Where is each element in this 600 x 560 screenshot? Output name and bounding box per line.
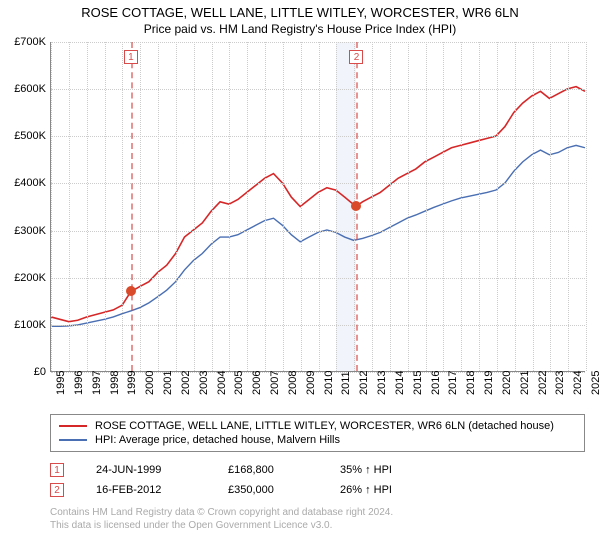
footer-line-1: Contains HM Land Registry data © Crown c… [50,506,585,519]
x-gridline [497,42,498,371]
x-gridline [265,42,266,371]
x-gridline [586,42,587,371]
x-gridline [122,42,123,371]
y-tick-label: £100K [1,319,46,331]
y-tick-label: £0 [1,366,46,378]
marker-badge: 1 [124,50,138,64]
sale-date: 16-FEB-2012 [96,484,196,496]
x-gridline [229,42,230,371]
y-tick-label: £700K [1,36,46,48]
y-tick-label: £300K [1,225,46,237]
x-tick-label: 2020 [501,371,513,395]
footer: Contains HM Land Registry data © Crown c… [50,506,585,532]
x-gridline [283,42,284,371]
sale-price: £350,000 [228,484,308,496]
y-tick-label: £400K [1,177,46,189]
legend-label: ROSE COTTAGE, WELL LANE, LITTLE WITLEY, … [95,420,554,432]
x-tick-label: 2025 [590,371,600,395]
x-gridline [515,42,516,371]
x-tick-label: 2015 [412,371,424,395]
sale-badge: 1 [50,463,64,477]
x-gridline [408,42,409,371]
x-gridline [105,42,106,371]
sale-row: 1 24-JUN-1999 £168,800 35% ↑ HPI [50,460,585,480]
x-tick-label: 2011 [340,371,352,395]
x-tick-label: 2018 [465,371,477,395]
legend-item: HPI: Average price, detached house, Malv… [59,433,576,447]
legend-item: ROSE COTTAGE, WELL LANE, LITTLE WITLEY, … [59,419,576,433]
x-gridline [443,42,444,371]
chart-title: ROSE COTTAGE, WELL LANE, LITTLE WITLEY, … [0,0,600,20]
sale-price: £168,800 [228,464,308,476]
x-gridline [479,42,480,371]
x-tick-label: 2017 [447,371,459,395]
chart-subtitle: Price paid vs. HM Land Registry's House … [0,20,600,42]
x-tick-label: 1999 [126,371,138,395]
sale-badge: 2 [50,483,64,497]
x-gridline [247,42,248,371]
x-tick-label: 1996 [73,371,85,395]
x-tick-label: 2024 [572,371,584,395]
x-gridline [194,42,195,371]
x-gridline [158,42,159,371]
x-gridline [176,42,177,371]
x-gridline [550,42,551,371]
x-gridline [51,42,52,371]
x-tick-label: 2023 [554,371,566,395]
marker-badge: 2 [349,50,363,64]
x-tick-label: 2005 [233,371,245,395]
x-tick-label: 2010 [323,371,335,395]
sale-delta: 35% ↑ HPI [340,464,392,476]
x-gridline [87,42,88,371]
sales-list: 1 24-JUN-1999 £168,800 35% ↑ HPI 2 16-FEB-201… [50,460,585,500]
x-tick-label: 2007 [269,371,281,395]
x-gridline [212,42,213,371]
y-tick-label: £200K [1,272,46,284]
legend-swatch [59,439,87,441]
x-gridline [461,42,462,371]
x-tick-label: 2013 [376,371,388,395]
x-gridline [568,42,569,371]
x-tick-label: 2022 [537,371,549,395]
sale-delta: 26% ↑ HPI [340,484,392,496]
marker-dot [126,286,136,296]
x-tick-label: 2009 [305,371,317,395]
x-tick-label: 2019 [483,371,495,395]
y-tick-label: £500K [1,130,46,142]
legend: ROSE COTTAGE, WELL LANE, LITTLE WITLEY, … [50,414,585,452]
x-gridline [426,42,427,371]
x-gridline [390,42,391,371]
x-tick-label: 1998 [109,371,121,395]
sale-date: 24-JUN-1999 [96,464,196,476]
x-gridline [319,42,320,371]
x-tick-label: 1995 [55,371,67,395]
x-gridline [140,42,141,371]
footer-line-2: This data is licensed under the Open Gov… [50,519,585,532]
legend-swatch [59,425,87,427]
sale-row: 2 16-FEB-2012 £350,000 26% ↑ HPI [50,480,585,500]
x-tick-label: 2006 [251,371,263,395]
y-tick-label: £600K [1,83,46,95]
x-tick-label: 2016 [430,371,442,395]
x-gridline [301,42,302,371]
marker-line [131,42,133,371]
x-tick-label: 2008 [287,371,299,395]
x-tick-label: 2004 [216,371,228,395]
x-tick-label: 2021 [519,371,531,395]
x-gridline [533,42,534,371]
x-tick-label: 2012 [358,371,370,395]
x-tick-label: 1997 [91,371,103,395]
x-gridline [372,42,373,371]
marker-dot [351,201,361,211]
x-tick-label: 2000 [144,371,156,395]
x-gridline [336,42,337,371]
x-gridline [69,42,70,371]
x-tick-label: 2001 [162,371,174,395]
x-tick-label: 2002 [180,371,192,395]
line-chart: £0£100K£200K£300K£400K£500K£600K£700K199… [50,42,585,372]
x-tick-label: 2014 [394,371,406,395]
legend-label: HPI: Average price, detached house, Malv… [95,434,340,446]
x-tick-label: 2003 [198,371,210,395]
